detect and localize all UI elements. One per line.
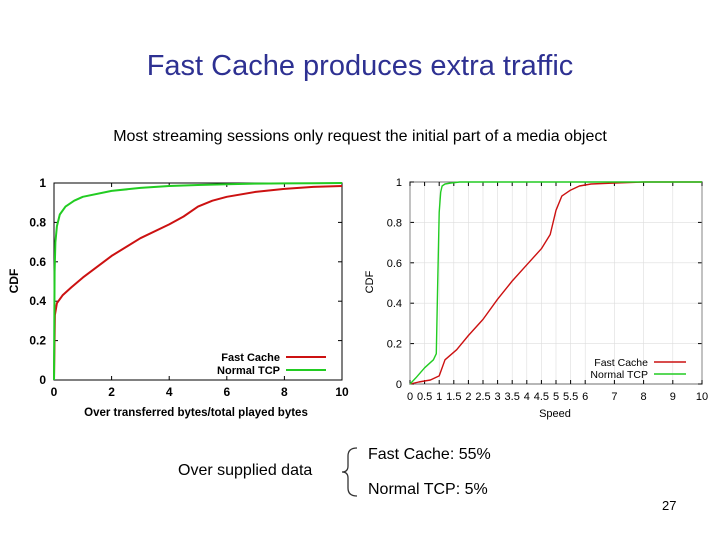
legend: Fast Cache Normal TCP [590,357,686,381]
x-tick-label: 0.5 [417,391,432,403]
legend-label-fast-cache: Fast Cache [594,357,648,369]
x-tick-label: 2 [108,385,115,399]
x-tick-label: 5.5 [563,391,578,403]
x-axis-label: Speed [539,408,571,420]
x-tick-label: 6 [223,385,230,399]
y-tick-label: 0.6 [387,258,402,270]
y-tick-label: 0.8 [29,215,46,229]
slide-subtitle: Most streaming sessions only request the… [113,128,607,145]
x-tick-label: 6 [582,391,588,403]
y-tick-label: 0.6 [29,255,46,269]
x-tick-label: 8 [641,391,647,403]
series-line-normal-tcp [409,181,702,385]
y-tick-label: 0.4 [387,298,402,310]
cdf-chart-speed: 0 0.2 0.4 0.6 0.8 1 0 0.5 1 1.5 2 2.5 3 3.5 4 4.5 5 5.5 6… [364,177,708,420]
x-tick-label: 3 [495,391,501,403]
series-line-fast-cache [409,181,702,385]
x-tick-label: 4 [166,385,173,399]
y-tick-label: 0.8 [387,217,402,229]
fast-cache-stat: Fast Cache: 55% [368,446,491,463]
x-tick-label: 5 [553,391,559,403]
legend: Fast Cache Normal TCP [217,352,326,377]
y-tick-label: 0.2 [29,334,46,348]
y-tick-label: 0 [396,379,402,391]
x-tick-label: 1 [436,391,442,403]
x-tick-label: 4.5 [534,391,549,403]
x-tick-label: 1.5 [446,391,461,403]
series-line-normal-tcp [53,182,343,381]
x-tick-label: 7 [611,391,617,403]
over-supplied-label: Over supplied data [178,462,313,479]
legend-label-normal-tcp: Normal TCP [590,369,648,381]
y-tick-label: 0 [39,373,46,387]
x-tick-label: 10 [696,391,708,403]
y-tick-label: 0.4 [29,294,46,308]
x-axis-label: Over transferred bytes/total played byte… [84,407,308,419]
x-tick-label: 9 [670,391,676,403]
x-tick-label: 2 [465,391,471,403]
y-tick-label: 0.2 [387,339,402,351]
x-tick-label: 3.5 [505,391,520,403]
plot-area [53,182,343,381]
brace-icon [341,447,358,497]
series-line-fast-cache [53,185,343,381]
x-tick-label: 8 [281,385,288,399]
x-tick-label: 4 [524,391,530,403]
cdf-chart-over-transferred: 0 0.2 0.4 0.6 0.8 1 0 2 4 6 8 10 CDF Over transfer… [7,176,349,419]
x-tick-label: 0 [407,391,413,403]
legend-label-normal-tcp: Normal TCP [217,365,280,377]
page-number: 27 [662,498,677,513]
y-tick-label: 1 [39,176,46,190]
x-tick-label: 0 [51,385,58,399]
x-tick-label: 10 [335,385,349,399]
y-axis-label: CDF [7,269,21,294]
y-tick-label: 1 [396,177,402,189]
y-axis-label: CDF [364,270,376,293]
slide-title: Fast Cache produces extra traffic [146,50,574,82]
normal-tcp-stat: Normal TCP: 5% [368,481,488,498]
x-tick-label: 2.5 [475,391,490,403]
legend-label-fast-cache: Fast Cache [221,352,280,364]
